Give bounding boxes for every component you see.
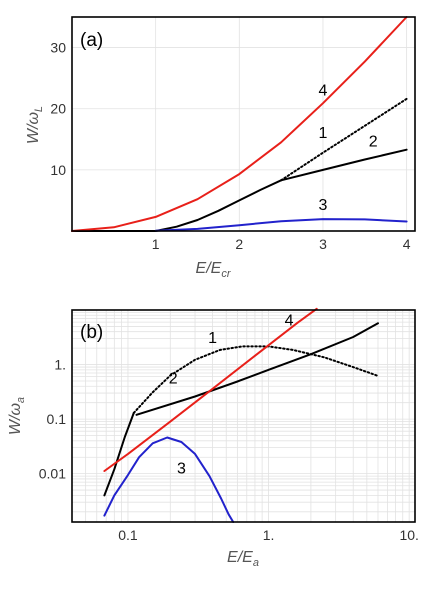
panel-a-curve-4	[71, 16, 408, 232]
panel-b-y-tick-label: 0.01	[39, 466, 66, 482]
panel-b-curve-2	[135, 322, 379, 416]
panel-a-curve-2	[280, 148, 408, 182]
panel-b-curve-label-1: 1	[208, 330, 217, 347]
panel-b-curve-1	[103, 411, 135, 497]
panel-b-curve-labels: 1 4 2 3	[169, 312, 294, 477]
panel-b-curve-label-3: 3	[177, 461, 186, 478]
panel-a-tick-labels: 1 2 3 4 10 20 30	[50, 40, 410, 252]
panel-a-curve-label-1: 1	[319, 125, 328, 142]
panel-a-curve-1-dotted	[280, 97, 408, 182]
panel-a-x-tick-label: 1	[152, 236, 160, 252]
panel-b-grid	[72, 310, 415, 522]
panel-b-curve-1-dotted	[132, 345, 379, 414]
panel-a-curves	[71, 16, 408, 232]
panel-b-y-tick-label: 1.	[54, 357, 66, 373]
panel-a-y-tick-label: 20	[50, 101, 66, 117]
panel-a-curve-label-4: 4	[319, 82, 328, 99]
panel-a-curve-label-3: 3	[319, 197, 328, 214]
panel-b-label: (b)	[80, 322, 103, 343]
panel-b-x-tick-label: 10.	[399, 527, 418, 543]
panel-b-curve-4	[103, 307, 318, 472]
panel-b-tick-labels: 0.1 1. 10. 0.01 0.1 1.	[39, 357, 419, 543]
panel-b: 1 4 2 3 0.1 1. 10. 0.01 0.1 1. (b) E/Ea W/ωa	[7, 307, 419, 569]
panel-a-curve-3	[154, 218, 408, 232]
panel-a-label: (a)	[80, 30, 103, 51]
panel-a-x-tick-label: 3	[319, 236, 327, 252]
panel-b-x-axis-label: E/Ea	[227, 549, 259, 569]
panel-a-y-tick-label: 30	[50, 40, 66, 56]
panel-a-y-tick-label: 10	[50, 162, 66, 178]
panel-a-curve-labels: 4 1 2 3	[319, 82, 378, 214]
panel-a-x-tick-label: 4	[403, 236, 411, 252]
panel-b-curves	[103, 307, 379, 523]
panel-b-x-tick-label: 0.1	[118, 527, 138, 543]
panel-a-frame	[71, 16, 416, 232]
panel-b-curve-label-2: 2	[169, 370, 178, 387]
panel-b-y-tick-label: 0.1	[47, 411, 67, 427]
panel-b-y-axis-label: W/ωa	[7, 397, 27, 435]
panel-b-curve-label-4: 4	[285, 312, 294, 329]
panel-a-y-axis-label: W/ωL	[25, 106, 45, 144]
panel-b-frame	[71, 309, 416, 523]
panel-a-x-axis-label: E/Ecr	[196, 260, 232, 280]
panel-a-x-tick-label: 2	[235, 236, 243, 252]
panel-a: 4 1 2 3 1 2 3 4 10 20 30 (a) E/Ecr W/ωL	[25, 16, 416, 280]
panel-a-curve-label-2: 2	[369, 134, 378, 151]
panel-b-x-tick-label: 1.	[263, 527, 275, 543]
panel-b-curve-3	[103, 436, 235, 523]
